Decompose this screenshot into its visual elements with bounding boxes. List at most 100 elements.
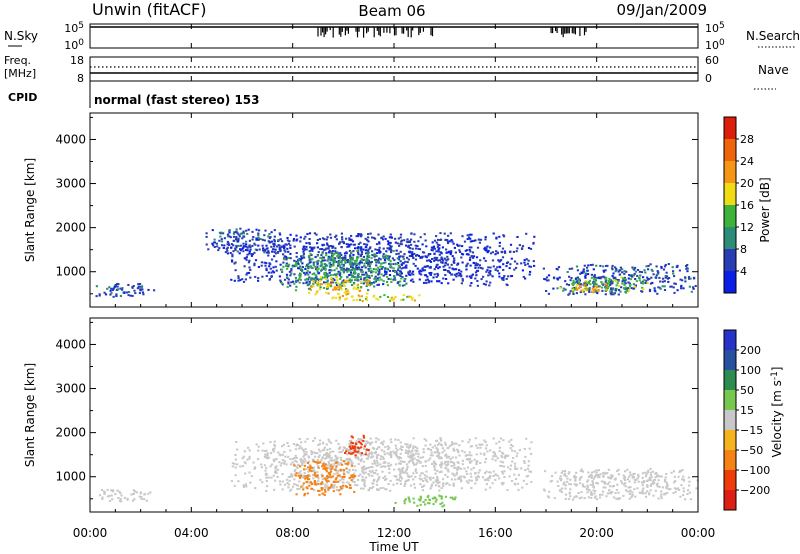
velocity-echo-cell — [371, 474, 374, 477]
power-echo-cell — [412, 262, 415, 265]
power-echo-cell — [361, 266, 364, 269]
velocity-echo-cell — [547, 496, 551, 499]
velocity-echo-cell — [421, 472, 424, 475]
velocity-echo-cell — [465, 470, 468, 473]
velocity-echo-cell — [624, 482, 627, 485]
velocity-echo-cell — [132, 492, 135, 495]
power-echo-cell — [342, 264, 345, 266]
velocity-echo-cell — [502, 439, 505, 442]
power-echo-cell — [345, 259, 348, 262]
velocity-echo-cell — [443, 449, 446, 452]
velocity-echo-cell — [416, 447, 419, 450]
velocity-echo-cell — [354, 469, 357, 472]
power-echo-cell — [331, 297, 334, 300]
power-echo-cell — [293, 273, 296, 276]
noise-search-label: N.Search — [746, 29, 800, 43]
velocity-echo-cell — [324, 490, 327, 493]
velocity-echo-cell — [133, 498, 136, 501]
power-echo-cell — [605, 284, 608, 287]
velocity-echo-cell — [569, 478, 572, 481]
power-echo-cell — [448, 266, 451, 269]
power-echo-cell — [384, 254, 388, 257]
power-echo-cell — [346, 279, 349, 282]
power-echo-cell — [295, 280, 298, 283]
power-echo-cell — [615, 269, 618, 272]
velocity-echo-cell — [397, 468, 400, 471]
velocity-echo-cell — [470, 479, 473, 482]
velocity-echo-cell — [511, 449, 514, 452]
velocity-echo-cell — [438, 481, 441, 484]
power-echo-cell — [320, 278, 323, 281]
velocity-echo-cell — [324, 463, 327, 466]
power-echo-cell — [373, 280, 376, 283]
velocity-echo-cell — [604, 482, 607, 485]
velocity-echo-cell — [607, 476, 610, 479]
velocity-echo-cell — [363, 436, 366, 439]
power-echo-cell — [585, 280, 588, 283]
velocity-echo-cell — [371, 441, 374, 444]
velocity-echo-cell — [641, 472, 644, 475]
velocity-echo-cell — [414, 463, 418, 466]
power-echo-cell — [577, 287, 581, 290]
velocity-echo-cell — [360, 439, 363, 442]
velocity-echo-cell — [312, 477, 315, 480]
power-echo-cell — [578, 281, 581, 284]
velocity-echo-cell — [458, 454, 461, 457]
velocity-echo-cell — [287, 483, 290, 486]
power-echo-cell — [389, 233, 392, 236]
power-echo-cell — [383, 294, 386, 297]
power-echo-cell — [516, 247, 519, 250]
power-echo-cell — [295, 285, 298, 288]
velocity-echo-cell — [289, 489, 292, 492]
velocity-echo-cell — [432, 481, 435, 484]
power-echo-cell — [342, 269, 345, 272]
power-echo-cell — [126, 291, 129, 294]
power-echo-cell — [364, 237, 367, 240]
power-echo-cell — [374, 258, 377, 261]
velocity-echo-cell — [313, 470, 316, 472]
velocity-echo-cell — [654, 476, 657, 479]
power-echo-cell — [547, 292, 550, 295]
velocity-echo-cell — [597, 474, 600, 476]
velocity-echo-cell — [412, 461, 415, 464]
power-echo-cell — [660, 267, 663, 270]
power-echo-cell — [438, 280, 441, 283]
velocity-echo-cell — [293, 483, 296, 485]
power-echo-cell — [308, 254, 311, 257]
power-echo-cell — [272, 248, 275, 251]
velocity-echo-cell — [646, 484, 649, 487]
velocity-echo-cell — [373, 460, 376, 463]
power-echo-cell — [618, 289, 621, 291]
power-echo-cell — [244, 257, 247, 260]
power-echo-cell — [309, 265, 312, 268]
velocity-echo-cell — [299, 445, 302, 448]
power-echo-cell — [229, 236, 232, 239]
power-echo-cell — [556, 277, 559, 280]
velocity-echo-cell — [447, 470, 450, 473]
velocity-echo-cell — [243, 450, 246, 453]
power-echo-cell — [297, 258, 300, 261]
velocity-echo-cell — [498, 440, 501, 443]
power-echo-cell — [323, 287, 326, 289]
power-echo-cell — [226, 233, 230, 236]
power-echo-cell — [466, 234, 469, 237]
velocity-echo-cell — [234, 466, 237, 469]
power-echo-cell — [367, 289, 370, 292]
velocity-echo-cell — [633, 472, 636, 475]
velocity-echo-cell — [233, 484, 236, 487]
velocity-echoes — [98, 434, 699, 508]
velocity-echo-cell — [468, 451, 471, 454]
power-echo-cell — [265, 275, 268, 277]
power-echo-cell — [368, 282, 372, 285]
power-echo-cell — [399, 275, 402, 277]
power-echo-cell — [304, 268, 307, 270]
power-echo-cell — [591, 287, 594, 290]
power-echo-cell — [524, 277, 527, 280]
velocity-echo-cell — [573, 483, 576, 486]
power-echo-cell — [587, 264, 590, 267]
velocity-echo-cell — [308, 469, 312, 472]
power-echo-cell — [400, 299, 403, 301]
power-echo-cell — [346, 261, 349, 264]
velocity-echo-cell — [472, 466, 475, 469]
velocity-echo-cell — [424, 503, 427, 506]
